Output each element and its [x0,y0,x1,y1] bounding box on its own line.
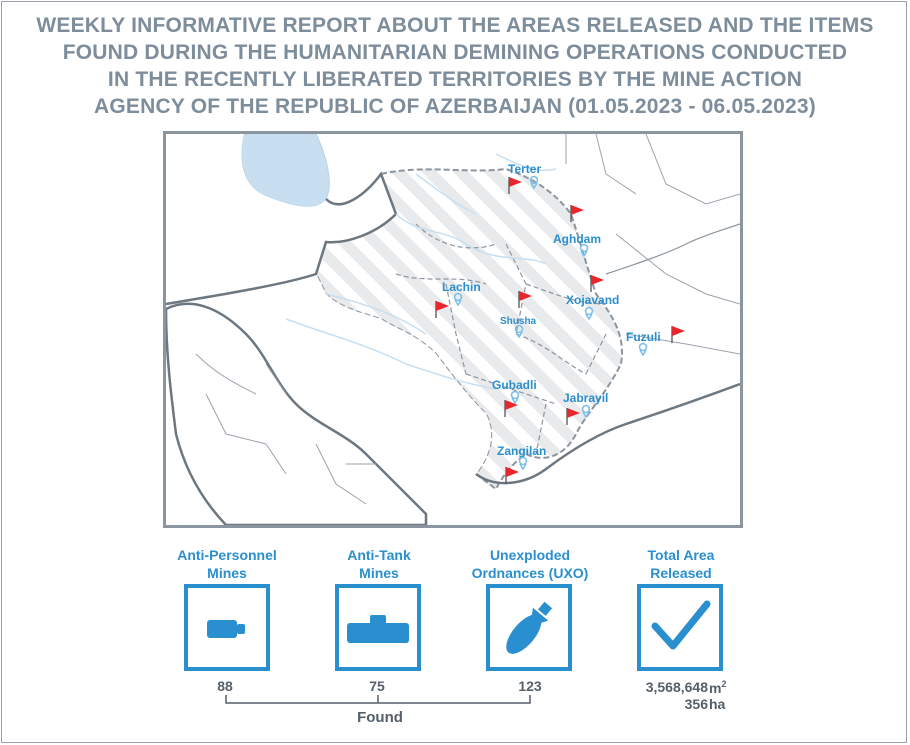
title-line-4: AGENCY OF THE REPUBLIC OF AZERBAIJAN (01… [94,95,816,118]
area-label-line1: Total Area [647,547,715,563]
uxo-label-line1: Unexploded [489,547,571,563]
national-border [166,171,398,306]
uxo-box [486,584,572,671]
found-label: Found [357,709,403,726]
anti-tank-label-line2: Mines [359,565,399,581]
uxo-value: 123 [518,678,542,694]
map-panel: Terter Aghdam Lachin Xojavand Shusha Fuz… [163,131,743,528]
area-label-line2: Released [650,565,712,581]
admin-lines [195,134,740,505]
report-title: WEEKLY INFORMATIVE REPORT ABOUT THE AREA… [0,12,910,120]
anti-tank-value: 75 [369,678,385,694]
town-jabrayil: Jabrayil [563,391,609,405]
town-zangilan: Zangilan [497,444,547,458]
town-shusha: Shusha [500,316,537,327]
title-line-3: IN THE RECENTLY LIBERATED TERRITORIES BY… [107,68,803,91]
region-map [166,134,740,525]
anti-personnel-mine-icon [207,620,245,638]
rivers [285,153,557,390]
southern-border [475,382,740,485]
town-gubadli: Gubadli [492,378,537,392]
anti-personnel-label-line2: Mines [207,565,247,581]
unit-sup: 2 [721,679,727,689]
area-ha-value: 356 [684,696,708,712]
southwest-enclave [166,302,428,525]
area-box [637,584,723,671]
area-label: Total Area Released [620,546,742,582]
anti-tank-label-line1: Anti-Tank [347,547,411,563]
area-m2-unit: m2 [709,679,733,696]
anti-tank-label: Anti-Tank Mines [318,546,440,582]
checkmark-icon [651,600,711,650]
anti-personnel-box [184,584,270,671]
town-fuzuli: Fuzuli [626,330,661,344]
bomb-icon [506,601,553,654]
uxo-label: Unexploded Ordnances (UXO) [469,546,591,582]
district-lines [395,223,607,455]
town-aghdam: Aghdam [553,232,601,246]
anti-tank-box [335,584,421,671]
town-xojavand: Xojavand [566,293,620,307]
area-ha-unit: ha [709,696,726,712]
town-lachin: Lachin [442,280,481,294]
anti-tank-mine-icon [347,615,409,643]
title-line-1: WEEKLY INFORMATIVE REPORT ABOUT THE AREA… [36,14,874,37]
anti-personnel-label-line1: Anti-Personnel [177,547,277,563]
eastern-border [605,223,740,275]
uxo-label-line2: Ordnances (UXO) [471,565,589,581]
unit-m: m [709,680,722,696]
liberated-territories [314,167,623,491]
upper-left-land [166,134,396,304]
anti-personnel-value: 88 [217,678,233,694]
title-line-2: FOUND DURING THE HUMANITARIAN DEMINING O… [62,41,848,64]
town-terter: Terter [508,162,542,176]
anti-personnel-label: Anti-Personnel Mines [166,546,288,582]
area-m2-value: 3,568,648 [645,679,708,695]
